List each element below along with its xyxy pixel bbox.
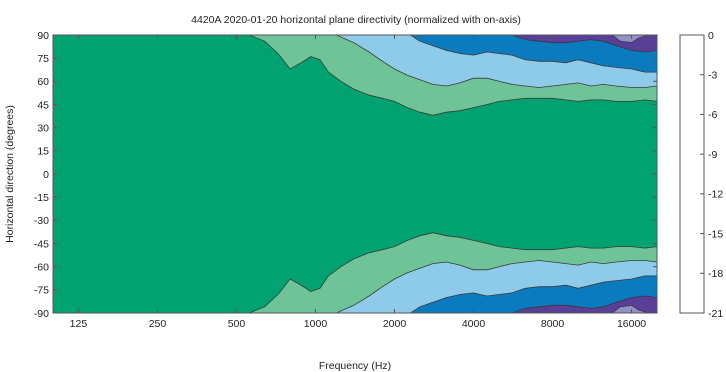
colorbar: 0 -3 -6 -9 -12 -15 -18 -21 [679, 30, 723, 320]
x-tick-label: 4000 [462, 318, 486, 330]
x-tick-label: 1000 [304, 318, 328, 330]
y-tick-label: 60 [37, 76, 49, 88]
y-tick-label: -90 [34, 308, 49, 320]
contour-line-boundary-minus3-bottom [249, 232, 657, 313]
x-tick-label: 500 [228, 318, 246, 330]
y-tick-label: 45 [37, 99, 49, 111]
x-tick-label: 125 [70, 318, 88, 330]
y-tick-label: -60 [34, 261, 49, 273]
contour-line-boundary-minus9-bottom [410, 275, 657, 313]
contour-band-minus15-to-minus18-top [612, 35, 657, 43]
colorbar-tick-label: -18 [708, 268, 723, 280]
y-tick-label: -15 [34, 192, 49, 204]
y-tick-label: -75 [34, 285, 49, 297]
contour-band-minus15-to-minus18-bottom [612, 305, 657, 313]
contour-line-boundary-minus15-top [611, 35, 657, 44]
contour-band-minus9-to-minus12-top [410, 35, 657, 73]
colorbar-tick-label: 0 [708, 30, 714, 42]
y-axis: 90 75 60 45 30 15 0 -15 -30 -45 -60 -75 -90 [34, 30, 657, 320]
colorbar-tick-label: -3 [708, 70, 717, 82]
colorbar-tick-label: -15 [708, 228, 723, 240]
contour-line-boundary-minus15-bottom [611, 304, 657, 313]
x-tick-label: 16000 [617, 318, 646, 330]
plot-area [53, 35, 657, 313]
contour-line-boundary-minus12-top [511, 35, 657, 53]
contour-line-boundary-minus9-top [410, 35, 657, 73]
y-tick-label: 75 [37, 53, 49, 65]
colorbar-frame [679, 34, 705, 314]
colorbar-tick-label: -6 [708, 109, 717, 121]
y-tick-label: -30 [34, 215, 49, 227]
y-tick-label: 15 [37, 146, 49, 158]
contour-band-minus9-to-minus12-bottom [410, 275, 657, 313]
contour-line-boundary-minus3-top [249, 35, 657, 116]
x-tick-label: 8000 [541, 318, 565, 330]
colorbar-tick-label: -9 [708, 149, 717, 161]
contour-line-boundary-minus12-bottom [511, 295, 657, 313]
colorbar-tick-label: -12 [708, 189, 723, 201]
y-axis-label: Horizontal direction (degrees) [4, 105, 16, 243]
contour-line-boundary-minus6-top [336, 35, 657, 88]
colorbar-tick-label: -21 [708, 308, 723, 320]
y-tick-label: 0 [43, 169, 49, 181]
y-tick-label: 90 [37, 30, 49, 42]
y-tick-label: 30 [37, 122, 49, 134]
x-tick-label: 250 [149, 318, 167, 330]
contour-line-boundary-minus6-bottom [336, 260, 657, 313]
y-tick-label: -45 [34, 238, 49, 250]
x-axis-label: Frequency (Hz) [319, 360, 391, 372]
chart-title: 4420A 2020-01-20 horizontal plane direct… [191, 14, 521, 26]
x-axis: 125 250 500 1000 2000 4000 8000 16000 [70, 35, 646, 330]
x-tick-label: 2000 [383, 318, 407, 330]
